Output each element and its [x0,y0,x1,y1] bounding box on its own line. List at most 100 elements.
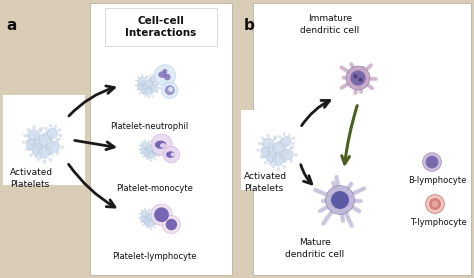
Text: b: b [244,18,255,33]
Ellipse shape [44,127,47,130]
Circle shape [331,191,349,209]
Circle shape [145,80,152,88]
Circle shape [154,217,160,224]
Ellipse shape [141,86,143,88]
Ellipse shape [279,157,282,160]
Circle shape [138,77,146,85]
Circle shape [151,134,172,155]
Circle shape [49,141,60,152]
Ellipse shape [141,210,143,212]
Ellipse shape [164,74,171,80]
Ellipse shape [285,151,289,154]
Ellipse shape [142,150,144,151]
Ellipse shape [39,129,42,133]
Ellipse shape [147,227,149,228]
Ellipse shape [151,153,154,155]
Circle shape [142,142,148,149]
Ellipse shape [139,145,141,146]
Ellipse shape [150,145,152,147]
Ellipse shape [161,151,163,153]
Ellipse shape [152,146,154,148]
Circle shape [141,216,146,222]
Ellipse shape [267,134,270,137]
Ellipse shape [273,146,277,149]
Ellipse shape [49,158,52,161]
Ellipse shape [144,218,146,220]
Ellipse shape [149,85,151,87]
Circle shape [38,147,50,158]
Ellipse shape [149,76,150,77]
Ellipse shape [257,149,260,152]
Ellipse shape [156,83,157,85]
Text: T-lymphocyte: T-lymphocyte [410,218,467,227]
Ellipse shape [155,224,156,225]
Ellipse shape [157,140,158,141]
Ellipse shape [152,219,154,221]
Text: Mature
dendritic cell: Mature dendritic cell [285,238,345,259]
Ellipse shape [29,153,33,157]
Ellipse shape [49,138,52,141]
Ellipse shape [139,92,141,94]
Ellipse shape [276,143,279,146]
Ellipse shape [49,147,53,150]
Ellipse shape [290,159,292,162]
Ellipse shape [166,151,175,158]
Ellipse shape [141,75,143,77]
Ellipse shape [52,143,55,146]
Ellipse shape [32,143,35,147]
Ellipse shape [159,210,161,211]
Ellipse shape [283,165,286,168]
Text: a: a [6,18,17,33]
Ellipse shape [150,228,152,230]
Ellipse shape [32,151,35,153]
Circle shape [31,143,43,154]
Circle shape [353,74,357,78]
Circle shape [426,156,438,168]
Ellipse shape [144,140,146,142]
Ellipse shape [273,137,276,141]
Ellipse shape [58,134,62,136]
Ellipse shape [154,227,155,229]
Ellipse shape [152,215,154,216]
Ellipse shape [56,152,59,155]
Ellipse shape [143,88,145,90]
Ellipse shape [154,152,156,154]
FancyBboxPatch shape [253,3,471,275]
Text: Activated
Platelets: Activated Platelets [244,172,287,193]
Ellipse shape [258,142,262,145]
Ellipse shape [29,143,32,146]
Ellipse shape [136,80,138,82]
Ellipse shape [144,150,146,152]
Ellipse shape [145,217,146,219]
Ellipse shape [45,149,48,152]
Ellipse shape [155,150,157,152]
Ellipse shape [148,219,150,221]
Circle shape [147,145,155,152]
Ellipse shape [154,207,155,209]
Ellipse shape [271,153,274,155]
Ellipse shape [154,215,155,217]
Ellipse shape [49,124,52,127]
Ellipse shape [146,215,147,217]
Ellipse shape [141,141,143,143]
Ellipse shape [144,208,146,210]
Ellipse shape [146,225,147,227]
Ellipse shape [37,145,40,147]
Circle shape [38,134,50,146]
Ellipse shape [55,138,58,141]
Ellipse shape [266,151,269,155]
Ellipse shape [152,91,154,93]
Ellipse shape [137,88,138,90]
Ellipse shape [35,155,38,158]
Ellipse shape [48,152,52,155]
Ellipse shape [279,154,283,157]
Ellipse shape [145,147,146,149]
FancyBboxPatch shape [90,3,232,275]
Ellipse shape [147,158,149,160]
Ellipse shape [144,87,146,88]
Ellipse shape [57,138,60,141]
Circle shape [154,207,169,222]
Ellipse shape [146,147,147,148]
Ellipse shape [141,145,143,147]
Ellipse shape [280,145,283,148]
